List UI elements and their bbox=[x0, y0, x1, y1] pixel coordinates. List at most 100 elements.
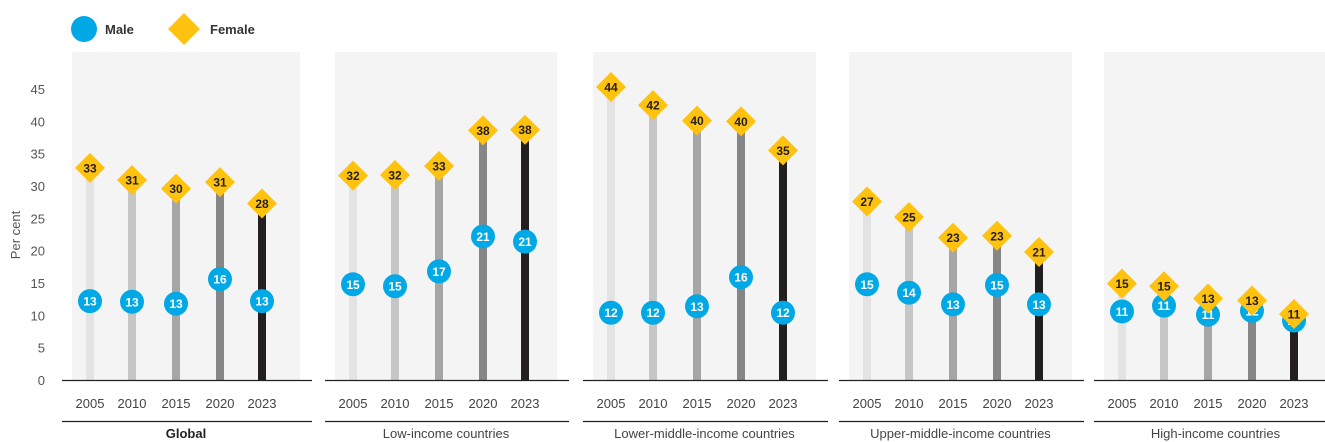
year-tick-label: 2005 bbox=[1108, 396, 1137, 411]
male-value-label: 11 bbox=[1116, 305, 1129, 319]
male-value-label: 12 bbox=[646, 306, 660, 320]
male-marker bbox=[985, 272, 1009, 297]
female-value-label: 23 bbox=[990, 229, 1004, 243]
male-marker bbox=[383, 274, 407, 299]
female-marker bbox=[468, 115, 498, 146]
bar bbox=[649, 105, 657, 381]
year-tick-label: 2005 bbox=[853, 396, 882, 411]
legend: Male Female bbox=[71, 13, 255, 45]
female-value-label: 33 bbox=[83, 161, 97, 175]
male-marker bbox=[599, 300, 623, 325]
female-value-label: 38 bbox=[476, 124, 490, 138]
female-marker bbox=[1149, 271, 1179, 302]
male-value-label: 15 bbox=[346, 278, 360, 292]
female-value-label: 28 bbox=[255, 197, 269, 211]
bar bbox=[1204, 298, 1212, 380]
year-tick-label: 2020 bbox=[1238, 396, 1267, 411]
female-marker bbox=[1237, 285, 1267, 316]
bar bbox=[993, 235, 1001, 380]
female-marker bbox=[1107, 268, 1137, 299]
year-tick-label: 2005 bbox=[597, 396, 626, 411]
y-tick-label: 35 bbox=[31, 147, 45, 162]
bar bbox=[172, 188, 180, 380]
legend-male-label: Male bbox=[105, 22, 134, 37]
female-marker bbox=[682, 105, 712, 136]
group-background bbox=[335, 52, 557, 380]
female-marker bbox=[1193, 283, 1223, 314]
female-value-label: 27 bbox=[860, 195, 874, 209]
group-label: Upper-middle-income countries bbox=[870, 426, 1051, 441]
female-value-label: 15 bbox=[1157, 280, 1171, 294]
male-value-label: 15 bbox=[990, 278, 1004, 292]
male-value-label: 12 bbox=[776, 306, 790, 320]
legend-female-label: Female bbox=[210, 22, 255, 37]
male-value-label: 15 bbox=[860, 278, 874, 292]
year-tick-label: 2010 bbox=[118, 396, 147, 411]
female-value-label: 40 bbox=[734, 115, 748, 129]
female-marker bbox=[852, 186, 882, 217]
female-value-label: 44 bbox=[604, 81, 618, 95]
year-tick-label: 2015 bbox=[425, 396, 454, 411]
male-value-label: 13 bbox=[1032, 298, 1046, 312]
male-value-label: 14 bbox=[902, 286, 916, 300]
y-tick-label: 30 bbox=[31, 179, 45, 194]
y-tick-label: 0 bbox=[38, 373, 45, 388]
female-marker bbox=[205, 167, 235, 198]
male-marker bbox=[1110, 299, 1134, 324]
bar bbox=[1160, 286, 1168, 380]
female-marker bbox=[638, 90, 668, 121]
female-value-label: 11 bbox=[1288, 308, 1301, 322]
male-value-label: 13 bbox=[169, 297, 183, 311]
group-panel: 15 32 2005 15 32 2010 17 33 2015 21 38 2020 21 38 2023… bbox=[325, 52, 569, 441]
male-marker bbox=[685, 294, 709, 319]
bar bbox=[521, 129, 529, 380]
male-marker bbox=[941, 292, 965, 317]
male-value-label: 16 bbox=[213, 273, 227, 287]
male-marker bbox=[513, 229, 537, 254]
legend-male-marker bbox=[71, 16, 97, 42]
bar bbox=[1290, 314, 1298, 380]
male-value-label: 17 bbox=[432, 265, 446, 279]
male-value-label: 15 bbox=[388, 280, 402, 294]
y-tick-label: 45 bbox=[31, 82, 45, 97]
female-value-label: 21 bbox=[1032, 245, 1046, 259]
female-value-label: 32 bbox=[346, 169, 360, 183]
y-tick-label: 15 bbox=[31, 276, 45, 291]
female-value-label: 25 bbox=[902, 211, 916, 225]
male-marker bbox=[427, 259, 451, 284]
female-value-label: 31 bbox=[125, 174, 139, 188]
female-marker bbox=[338, 160, 368, 191]
female-marker bbox=[982, 220, 1012, 251]
female-marker bbox=[1279, 299, 1309, 330]
group-background bbox=[593, 52, 816, 380]
group-panel: 12 44 2005 12 42 2010 13 40 2015 16 40 2020 12 35 2023… bbox=[583, 52, 828, 441]
year-tick-label: 2005 bbox=[76, 396, 105, 411]
group-panel: 1115200511152010111320151213202010112023… bbox=[1094, 52, 1325, 441]
group-label: Low-income countries bbox=[383, 426, 510, 441]
bar bbox=[1118, 283, 1126, 380]
female-value-label: 38 bbox=[518, 123, 532, 137]
year-tick-label: 2015 bbox=[1194, 396, 1223, 411]
group-label: Lower-middle-income countries bbox=[614, 426, 795, 441]
female-value-label: 33 bbox=[432, 159, 446, 173]
male-marker bbox=[208, 267, 232, 292]
male-value-label: 11 bbox=[1202, 308, 1215, 322]
y-tick-label: 20 bbox=[31, 244, 45, 259]
female-value-label: 42 bbox=[646, 99, 660, 113]
male-marker bbox=[78, 289, 102, 314]
male-value-label: 21 bbox=[476, 230, 490, 244]
year-tick-label: 2015 bbox=[162, 396, 191, 411]
male-marker bbox=[164, 291, 188, 316]
male-marker bbox=[341, 272, 365, 297]
male-value-label: 16 bbox=[734, 271, 748, 285]
male-value-label: 21 bbox=[518, 235, 532, 249]
male-marker bbox=[471, 224, 495, 249]
female-marker bbox=[726, 106, 756, 137]
group-background bbox=[849, 52, 1072, 380]
year-tick-label: 2010 bbox=[381, 396, 410, 411]
year-tick-label: 2020 bbox=[983, 396, 1012, 411]
year-tick-label: 2020 bbox=[469, 396, 498, 411]
bar bbox=[737, 121, 745, 380]
male-value-label: 13 bbox=[125, 295, 139, 309]
female-marker bbox=[117, 165, 147, 196]
